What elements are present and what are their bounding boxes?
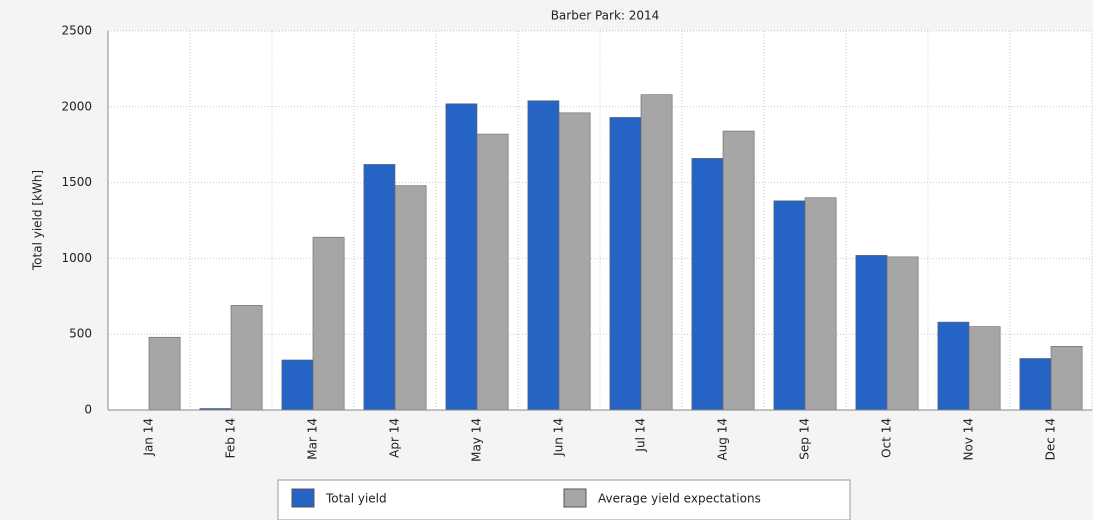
bar [1050, 346, 1083, 411]
x-tick-label: May 14 [470, 418, 484, 462]
bar [281, 359, 314, 411]
x-tick-label: Sep 14 [798, 418, 812, 460]
y-tick-label: 2500 [61, 24, 92, 38]
x-tick-label: Nov 14 [962, 418, 976, 461]
bar [363, 164, 396, 411]
bar [148, 336, 181, 411]
x-tick-label: Mar 14 [306, 418, 320, 460]
bar [722, 130, 755, 411]
x-tick-label: Jun 14 [552, 418, 566, 457]
chart-title: Barber Park: 2014 [551, 9, 660, 23]
y-tick-label: 0 [84, 403, 92, 417]
x-tick-label: Apr 14 [388, 418, 402, 458]
x-tick-label: Oct 14 [880, 418, 894, 458]
legend-label: Total yield [325, 492, 387, 506]
bar [855, 255, 888, 411]
bar [558, 112, 591, 411]
legend-swatch [563, 488, 587, 508]
bar [476, 133, 509, 411]
y-axis-label: Total yield [kWh] [31, 170, 45, 271]
x-tick-label: Dec 14 [1044, 418, 1058, 460]
bar [937, 321, 970, 411]
y-tick-label: 500 [69, 327, 92, 341]
x-tick-label: Jan 14 [142, 418, 156, 457]
y-tick-label: 2000 [61, 99, 92, 113]
bar [445, 103, 478, 411]
x-tick-label: Feb 14 [224, 418, 238, 458]
x-tick-label: Aug 14 [716, 418, 730, 461]
bar [312, 236, 345, 411]
bar [230, 305, 263, 411]
y-tick-label: 1500 [61, 175, 92, 189]
bar [394, 185, 427, 411]
bar [968, 326, 1001, 411]
bar [1019, 358, 1052, 411]
bar [609, 117, 642, 411]
bar [773, 200, 806, 411]
bar [886, 256, 919, 411]
bar [804, 197, 837, 411]
bar [691, 158, 724, 411]
legend-label: Average yield expectations [598, 492, 761, 506]
bar [527, 100, 560, 411]
x-tick-label: Jul 14 [634, 418, 648, 453]
bar [640, 94, 673, 411]
y-tick-label: 1000 [61, 251, 92, 265]
legend-swatch [291, 488, 315, 508]
